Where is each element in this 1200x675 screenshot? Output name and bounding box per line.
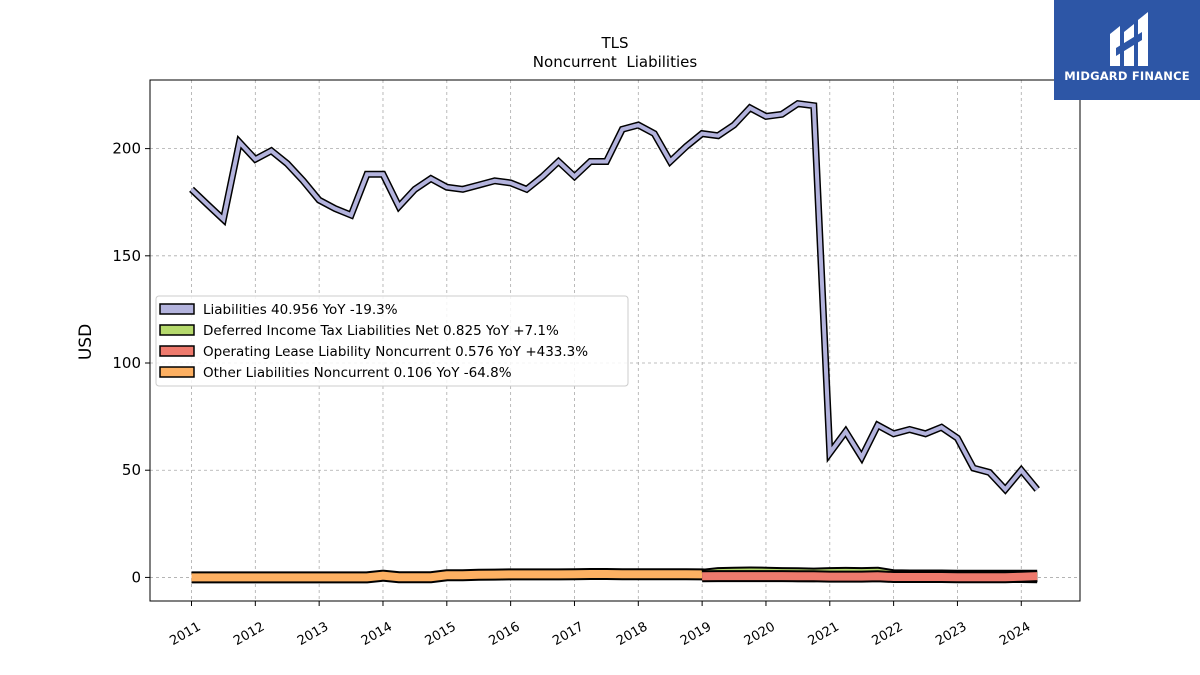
y-tick-label: 150 <box>112 247 141 265</box>
y-tick-label: 200 <box>112 140 141 158</box>
series-line <box>702 572 1038 582</box>
x-tick-label: 2024 <box>997 619 1033 649</box>
y-tick-label: 100 <box>112 354 141 372</box>
x-tick-label: 2012 <box>231 619 267 649</box>
x-tick-label: 2016 <box>486 619 522 649</box>
y-tick-label: 0 <box>131 568 141 586</box>
x-tick-label: 2018 <box>614 619 650 649</box>
x-tick-label: 2019 <box>678 619 714 649</box>
legend-entry-label: Operating Lease Liability Noncurrent 0.5… <box>203 344 588 360</box>
y-tick-label: 50 <box>122 461 141 479</box>
legend-box <box>155 295 629 387</box>
x-tick-label: 2014 <box>359 619 395 649</box>
logo-mark-icon <box>1110 12 1148 66</box>
x-tick-label: 2022 <box>869 619 905 649</box>
chart-subtitle: Noncurrent Liabilities <box>533 53 698 71</box>
x-tick-label: 2011 <box>167 619 203 649</box>
logo-text: MIDGARD FINANCE <box>1064 69 1190 83</box>
plot-frame <box>149 79 1081 602</box>
legend-swatch <box>159 303 195 315</box>
legend-swatch <box>159 366 195 378</box>
chart-title: TLS <box>600 34 628 52</box>
grid <box>150 80 1080 601</box>
y-axis-label: USD <box>76 324 96 360</box>
brand-logo: MIDGARD FINANCE <box>1054 0 1200 100</box>
x-tick-label: 2021 <box>806 619 842 649</box>
legend-swatch <box>159 324 195 336</box>
legend: Liabilities 40.956 YoY -19.3% Deferred In… <box>155 295 629 387</box>
legend-entry-label: Other Liabilities Noncurrent 0.106 YoY -… <box>203 365 512 381</box>
x-tick-label: 2013 <box>295 619 331 649</box>
series-line <box>190 101 1039 493</box>
x-tick-label: 2015 <box>423 619 459 649</box>
legend-entry-label: Deferred Income Tax Liabilities Net 0.82… <box>203 323 559 339</box>
x-tick-label: 2017 <box>550 619 586 649</box>
x-tick-label: 2023 <box>933 619 969 649</box>
x-tick-label: 2020 <box>742 619 778 649</box>
series-layer <box>189 99 1040 584</box>
legend-swatch <box>159 345 195 357</box>
legend-entry-label: Liabilities 40.956 YoY -19.3% <box>203 302 398 318</box>
